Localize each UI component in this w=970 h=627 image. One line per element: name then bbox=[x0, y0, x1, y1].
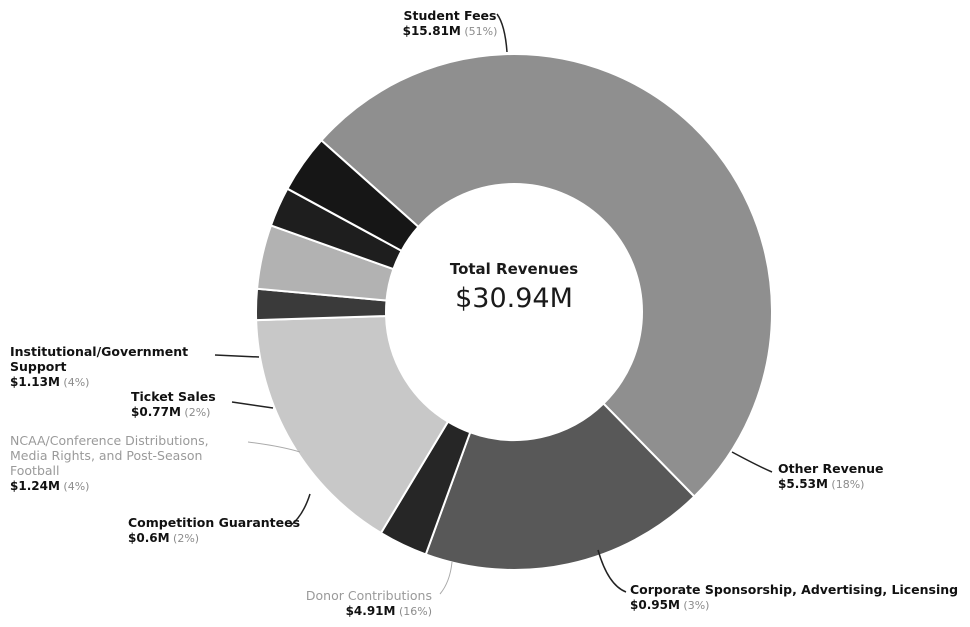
slice-label-competition-guarantees: Competition Guarantees bbox=[128, 515, 300, 530]
leader-line-ticket-sales bbox=[231, 401, 274, 409]
leader-line-student-fees bbox=[496, 13, 508, 53]
slice-value-donor-contributions: $4.91M (16%) bbox=[346, 604, 432, 618]
slice-label-other-revenue: Other Revenue bbox=[778, 461, 884, 476]
slice-institutional-government-support bbox=[286, 138, 420, 253]
slice-other-revenue bbox=[424, 402, 696, 571]
slice-label-student-fees: Student Fees bbox=[404, 8, 497, 23]
slice-value-other-revenue: $5.53M (18%) bbox=[778, 477, 864, 491]
center-value: $30.94M bbox=[455, 283, 573, 314]
center-title: Total Revenues bbox=[450, 260, 578, 278]
slice-student-fees bbox=[319, 53, 773, 498]
slice-label-ncaa-conference-distributions-media-rights-and-post-season-football: NCAA/Conference Distributions, Media Righ… bbox=[10, 433, 209, 478]
slice-value-ticket-sales: $0.77M (2%) bbox=[131, 405, 210, 419]
slice-label-ticket-sales: Ticket Sales bbox=[131, 389, 216, 404]
slice-value-student-fees: $15.81M (51%) bbox=[403, 24, 498, 38]
slice-donor-contributions bbox=[255, 315, 450, 535]
slice-label-institutional-government-support: Institutional/Government Support bbox=[10, 344, 188, 374]
donut-slices bbox=[255, 53, 773, 571]
leader-line-corporate-sponsorship-advertising-licensing bbox=[597, 549, 627, 593]
leader-line-institutional-government-support bbox=[214, 354, 260, 358]
slice-label-donor-contributions: Donor Contributions bbox=[306, 588, 432, 603]
leader-lines bbox=[214, 13, 773, 595]
slice-value-ncaa-conference-distributions-media-rights-and-post-season-football: $1.24M (4%) bbox=[10, 479, 89, 493]
leader-line-other-revenue bbox=[731, 451, 773, 473]
slice-value-institutional-government-support: $1.13M (4%) bbox=[10, 375, 89, 389]
slice-label-corporate-sponsorship-advertising-licensing: Corporate Sponsorship, Advertising, Lice… bbox=[630, 582, 958, 597]
slice-labels: Student Fees$15.81M (51%) Other Revenue$5… bbox=[10, 8, 958, 618]
leader-line-donor-contributions bbox=[439, 561, 453, 595]
leader-line-competition-guarantees bbox=[289, 493, 311, 527]
slice-value-corporate-sponsorship-advertising-licensing: $0.95M (3%) bbox=[630, 598, 709, 612]
slice-value-competition-guarantees: $0.6M (2%) bbox=[128, 531, 199, 545]
leader-line-ncaa-conference-distributions-media-rights-and-post-season-football bbox=[247, 441, 301, 453]
